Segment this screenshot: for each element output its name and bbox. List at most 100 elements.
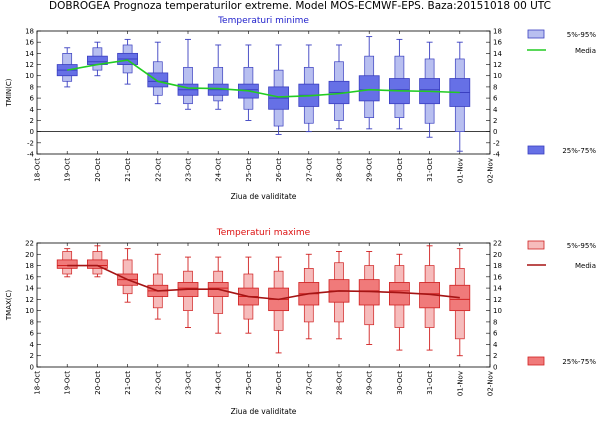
y-tick-label-left: 0 [30,364,34,372]
x-tick-label: 25-Oct [245,158,253,182]
y-tick-label-right: 18 [493,262,502,270]
y-tick-label-left: 14 [25,285,34,293]
plot-frame [36,242,491,368]
y-tick-label-left: 2 [30,352,34,360]
y-tick-label-left: 10 [25,307,34,315]
x-tick-label: 21-Oct [124,158,132,182]
y-tick-label-right: 16 [493,39,502,47]
legend-label-p25-p75: 25%-75% [562,147,596,155]
x-axis-label: Ziua de validitate [231,407,297,416]
y-tick-label-left: 14 [25,50,34,58]
x-tick-label: 27-Oct [305,158,313,182]
box-p25-p75 [147,72,169,88]
x-tick-label: 19-Oct [64,371,72,395]
chart-title: Temperaturi maxime [216,228,311,238]
y-tick-label-left: 8 [30,318,34,326]
y-tick-label-right: 12 [493,61,502,69]
legend-label-p5-p95: 5%-95% [567,242,597,250]
box-group [358,251,380,345]
y-tick-label-left: 16 [25,273,34,281]
legend-swatch-p25-p75 [527,145,545,155]
y-tick-label-right: 14 [493,285,502,293]
y-tick-label-left: -2 [27,139,34,147]
x-tick-label: 31-Oct [426,158,434,182]
y-tick-label-left: 4 [30,106,35,114]
x-tick-label: 19-Oct [64,158,72,182]
y-tick-label-right: 8 [493,83,497,91]
media-line [67,59,460,98]
box-group [56,248,78,278]
page-title: DOBROGEA Prognoza temperaturilor extreme… [49,0,551,12]
x-tick-label: 28-Oct [336,371,344,395]
y-tick-label-right: 4 [493,106,498,114]
x-tick-label: 27-Oct [305,371,313,395]
tmin-chart: Temperaturi minime -4 -4 -2 -2 0 0 2 2 4 4 6 6 8 8 10 10… [5,16,596,201]
y-tick-label-right: 16 [493,273,502,281]
y-tick-label-right: 22 [493,240,502,248]
y-tick-label-right: -4 [493,151,501,159]
y-tick-label-right: 4 [493,341,498,349]
x-tick-label: 25-Oct [245,371,253,395]
x-tick-label: 18-Oct [34,371,42,395]
legend-swatch-p25-p75 [527,356,545,366]
y-tick-label-right: 0 [493,128,497,136]
y-tick-label-left: 6 [30,330,35,338]
y-tick-label-right: 10 [493,307,502,315]
x-tick-label: 20-Oct [94,158,102,182]
x-tick-label: 26-Oct [275,158,283,182]
y-tick-label-right: -2 [493,139,500,147]
x-tick-label: 01-Nov [456,158,464,183]
y-tick-label-right: 14 [493,50,502,58]
y-tick-label-right: 6 [493,95,498,103]
y-tick-label-right: 8 [493,318,497,326]
box-p25-p75 [56,259,78,269]
x-tick-label: 28-Oct [336,158,344,182]
x-tick-label: 26-Oct [275,371,283,395]
legend-label-p5-p95: 5%-95% [567,31,597,39]
y-tick-label-left: 20 [25,251,34,259]
x-tick-label: 24-Oct [215,371,223,395]
box-group [268,44,290,135]
x-tick-label: 24-Oct [215,158,223,182]
x-tick-label: 02-Nov [487,158,495,183]
legend-label-media: Media [575,47,596,55]
box-group [117,38,138,85]
x-tick-label: 30-Oct [396,158,404,182]
box-p25-p75 [449,284,471,312]
y-tick-label-left: 12 [25,296,34,304]
legend-swatch-p5-p95 [527,29,545,39]
x-axis-label: Ziua de validitate [231,192,297,201]
y-tick-label-right: 2 [493,352,497,360]
x-tick-label: 21-Oct [124,371,132,395]
y-tick-label-left: 18 [25,262,34,270]
box-group [358,36,380,130]
box-group [449,248,471,357]
box-group [207,256,229,334]
y-tick-label-right: 20 [493,251,502,259]
box-group [388,253,410,351]
x-tick-label: 18-Oct [34,158,42,182]
y-axis-label: TMAX(C) [5,290,13,322]
x-tick-label: 20-Oct [94,371,102,395]
x-tick-label: 29-Oct [366,158,374,182]
y-tick-label-right: 6 [493,330,498,338]
y-tick-label-left: 10 [25,72,34,80]
y-tick-label-right: 10 [493,72,502,80]
x-tick-label: 01-Nov [456,371,464,396]
x-tick-label: 23-Oct [185,158,193,182]
legend-label-p25-p75: 25%-75% [562,358,596,366]
y-tick-label-left: 0 [30,128,34,136]
y-tick-label-left: 6 [30,95,35,103]
y-tick-label-left: 16 [25,39,34,47]
x-tick-label: 29-Oct [366,371,374,395]
x-tick-label: 02-Nov [487,371,495,396]
y-tick-label-left: 18 [25,28,34,36]
y-tick-label-right: 12 [493,296,502,304]
plot-frame [36,30,491,155]
legend-swatch-p5-p95 [527,240,545,250]
y-tick-label-right: 2 [493,117,497,125]
x-tick-label: 22-Oct [154,158,162,182]
x-tick-label: 23-Oct [185,371,193,395]
